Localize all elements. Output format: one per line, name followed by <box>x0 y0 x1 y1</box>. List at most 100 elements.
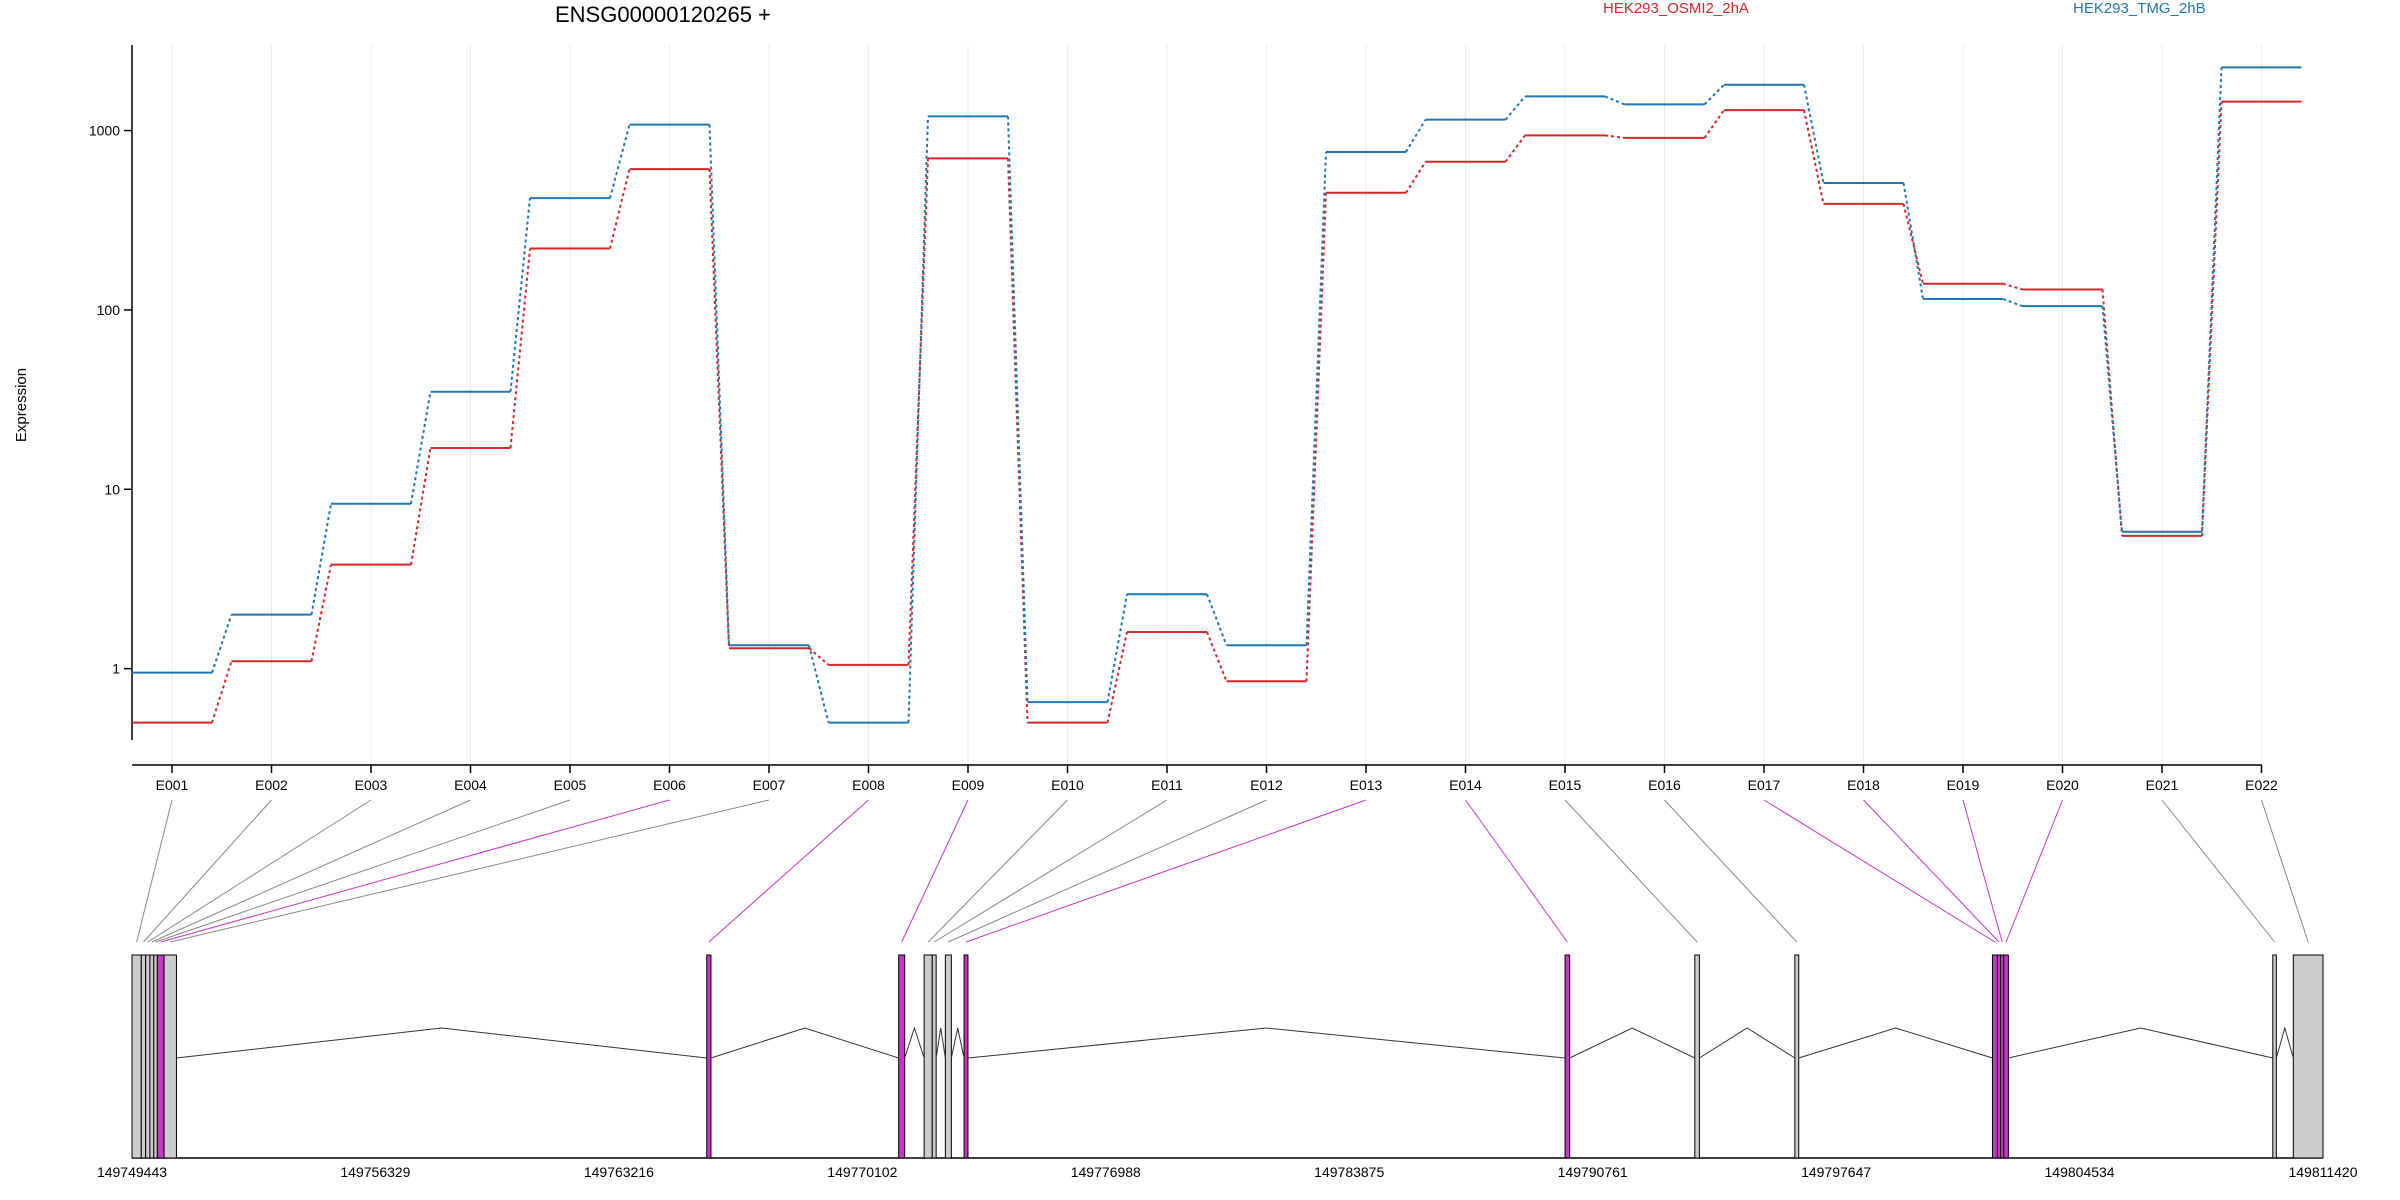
data-connector <box>509 198 531 392</box>
exon-connector <box>965 799 1367 943</box>
exon-box <box>153 954 158 1159</box>
x-tick-label: E003 <box>355 777 388 793</box>
intron-line <box>1699 1027 1796 1059</box>
data-connector <box>708 169 730 649</box>
data-connector <box>1902 182 1924 300</box>
exon-box <box>1694 954 1700 1159</box>
exon-box <box>149 954 155 1159</box>
gene-coordinate-label: 149763216 <box>584 1164 654 1180</box>
exon-connector <box>2005 799 2063 943</box>
gene-model-track: 149749443 149756329 149763216 149770102 1497… <box>97 954 2358 1180</box>
exon-connector <box>1863 799 2000 943</box>
exon-connector <box>151 799 471 943</box>
exon-box <box>145 954 151 1159</box>
x-tick-label: E012 <box>1250 777 1283 793</box>
data-connector <box>2101 289 2123 536</box>
x-tick-label: E007 <box>753 777 786 793</box>
gene-coordinate-label: 149811420 <box>2288 1164 2357 1180</box>
exon-box <box>163 954 177 1159</box>
x-tick-label: E005 <box>554 777 587 793</box>
data-connector <box>1106 594 1128 703</box>
x-tick-label: E001 <box>156 777 189 793</box>
data-connector <box>1604 134 1625 139</box>
exon-box <box>1564 954 1571 1159</box>
legend-entry-1: HEK293_OSMI2_2hA <box>1603 0 1749 17</box>
gene-coordinate-label: 149749443 <box>97 1164 167 1180</box>
gene-coordinate-label: 149797647 <box>1801 1164 1871 1180</box>
gene-coordinate-label: 149790761 <box>1558 1164 1628 1180</box>
data-connector <box>708 124 730 646</box>
exon-box <box>963 954 969 1159</box>
exon-box <box>2272 954 2277 1159</box>
data-connector <box>410 447 432 565</box>
exon-connector <box>155 799 571 943</box>
exon-connector <box>2161 799 2275 943</box>
data-connector <box>1504 95 1526 121</box>
exon-connector <box>147 799 372 943</box>
y-tick-label: 1000 <box>89 123 120 139</box>
data-connector <box>2101 306 2123 532</box>
exon-connector <box>933 799 1168 943</box>
exon-box <box>931 954 937 1159</box>
data-connector <box>1405 161 1427 194</box>
data-connector <box>1405 119 1427 153</box>
data-connector <box>211 614 233 673</box>
intron-line <box>710 1027 899 1059</box>
x-tick-label: E018 <box>1847 777 1880 793</box>
series-1 <box>132 100 2302 724</box>
data-connector <box>609 168 631 249</box>
x-tick-label: E020 <box>2046 777 2079 793</box>
intron-line <box>950 1027 965 1059</box>
chart-title: ENSG00000120265 + <box>555 2 771 27</box>
intron-line <box>1569 1027 1696 1059</box>
exon-connector <box>948 799 1267 943</box>
exon-connector <box>901 799 969 943</box>
data-connector <box>1803 109 1825 205</box>
data-connector <box>1206 631 1228 682</box>
x-tick-label: E015 <box>1549 777 1582 793</box>
y-axis: 1 10 100 1000 <box>89 45 133 740</box>
exon-box <box>2292 954 2324 1159</box>
data-connector <box>1504 134 1526 163</box>
x-tick-label: E016 <box>1648 777 1681 793</box>
y-tick-label: 1 <box>112 661 120 677</box>
data-connector <box>808 645 830 723</box>
exon-connector <box>1763 799 1996 943</box>
x-tick-label: E006 <box>653 777 686 793</box>
exon-box <box>706 954 712 1159</box>
data-connector <box>310 564 332 662</box>
series-2 <box>132 66 2302 724</box>
data-connector <box>1305 192 1327 682</box>
data-connector <box>211 660 233 723</box>
exon-connector <box>143 799 272 943</box>
data-connector <box>609 124 631 199</box>
x-tick-label: E022 <box>2245 777 2278 793</box>
data-connector <box>310 503 332 615</box>
intron-line <box>2275 1026 2294 1059</box>
intron-line <box>2008 1027 2273 1059</box>
data-connector <box>1703 84 1725 106</box>
data-connector <box>1106 631 1128 723</box>
data-connector <box>907 116 929 723</box>
data-connector <box>509 248 531 449</box>
data-connector <box>1902 203 1924 284</box>
data-connector <box>1007 158 1029 723</box>
exon-connector-lines <box>136 799 2309 943</box>
exon-box <box>2003 954 2009 1159</box>
intron-line <box>176 1027 707 1059</box>
x-tick-label: E021 <box>2146 777 2179 793</box>
series-lines <box>132 66 2302 724</box>
x-tick-label: E019 <box>1947 777 1980 793</box>
x-tick-label: E002 <box>255 777 288 793</box>
x-tick-label: E008 <box>852 777 885 793</box>
intron-line <box>935 1027 946 1059</box>
exon-connector <box>1962 799 2003 943</box>
data-connector <box>1007 116 1029 703</box>
data-connector <box>808 647 830 666</box>
exon-box <box>1991 954 1998 1159</box>
exon-connector <box>1465 799 1568 943</box>
gene-coordinate-label: 149776988 <box>1071 1164 1141 1180</box>
x-tick-label: E009 <box>952 777 985 793</box>
vertical-gridlines <box>171 45 2262 765</box>
